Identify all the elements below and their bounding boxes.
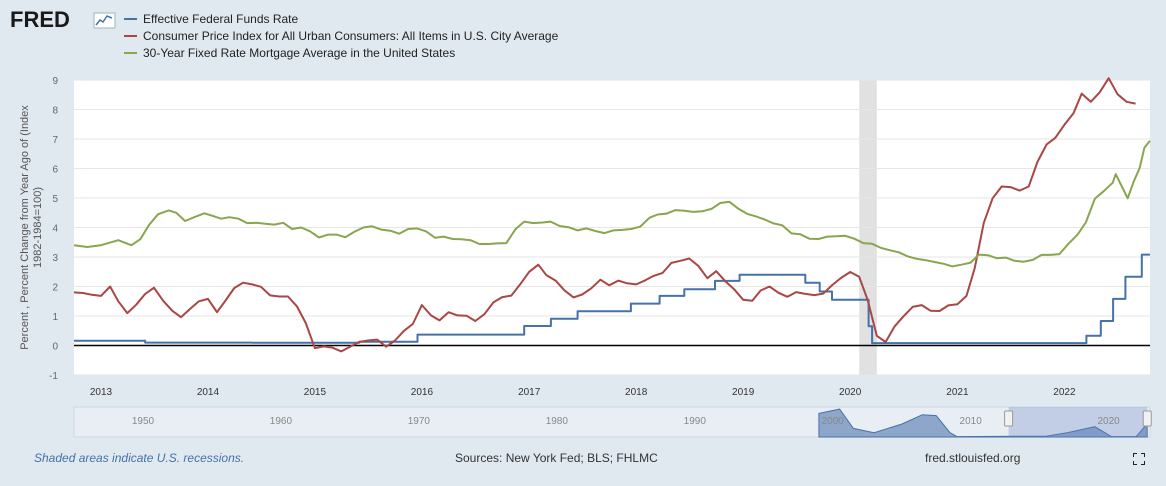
- y-tick-label: 5: [52, 194, 58, 205]
- legend-item-fedfunds[interactable]: Effective Federal Funds Rate: [124, 10, 558, 27]
- legend-item-mortgage[interactable]: 30-Year Fixed Rate Mortgage Average in t…: [124, 44, 558, 61]
- sources-text: Sources: New York Fed; BLS; FHLMC: [455, 451, 658, 465]
- x-tick-label: 2017: [518, 387, 541, 398]
- series-line-mortgage: [73, 140, 1151, 268]
- x-tick-label: 2020: [839, 387, 862, 398]
- legend-label-cpi: Consumer Price Index for All Urban Consu…: [143, 28, 559, 43]
- y-tick-label: 6: [52, 165, 58, 176]
- chart-area: -1 0 1 2 3 4 5 6 7 8 9 2013 2014 2015 2016 2017 2018 2019…: [19, 76, 1152, 438]
- legend-item-cpi[interactable]: Consumer Price Index for All Urban Consu…: [124, 27, 558, 44]
- legend-swatch-cpi: [124, 34, 137, 37]
- series-line-cpi: [73, 77, 1136, 353]
- x-tick-label: 2022: [1053, 387, 1076, 398]
- legend-swatch-mortgage: [124, 51, 137, 54]
- x-tick-label: 2014: [197, 387, 220, 398]
- legend-label-mortgage: 30-Year Fixed Rate Mortgage Average in t…: [143, 45, 456, 60]
- legend-label-fedfunds: Effective Federal Funds Rate: [143, 11, 299, 26]
- navigator-tick-label: 2010: [960, 416, 983, 427]
- x-tick-label: 2015: [304, 387, 327, 398]
- navigator-tick-label: 1990: [684, 416, 707, 427]
- navigator-tick-label: 1950: [132, 416, 155, 427]
- y-tick-label: 4: [52, 224, 58, 235]
- fred-logo: FRED: [10, 7, 116, 32]
- navigator-tick-label: 2000: [822, 416, 845, 427]
- y-tick-label: 7: [52, 135, 58, 146]
- recession-note: Shaded areas indicate U.S. recessions.: [34, 451, 245, 465]
- chart-legend: Effective Federal Funds Rate Consumer Pr…: [124, 10, 558, 61]
- fullscreen-icon[interactable]: [1133, 453, 1145, 465]
- y-tick-label: 1: [52, 312, 58, 323]
- site-link[interactable]: fred.stlouisfed.org: [925, 451, 1021, 465]
- x-tick-label: 2019: [732, 387, 755, 398]
- navigator-handle-left[interactable]: [1004, 410, 1014, 427]
- navigator-series-area: [818, 408, 1148, 438]
- x-tick-label: 2018: [625, 387, 648, 398]
- fred-logo-chart-icon: [93, 12, 116, 29]
- x-tick-label: 2016: [411, 387, 434, 398]
- navigator-tick-label: 1960: [270, 416, 293, 427]
- navigator-background: [73, 406, 1151, 438]
- y-tick-label: 0: [52, 342, 58, 353]
- y-tick-label: 8: [52, 106, 58, 117]
- y-tick-label: 3: [52, 253, 58, 264]
- y-tick-label: 9: [52, 76, 58, 87]
- navigator-handle-right[interactable]: [1142, 410, 1152, 427]
- legend-swatch-fedfunds: [124, 17, 137, 20]
- y-axis-label: Percent , Percent Change from Year Ago o…: [19, 105, 44, 350]
- series-line-fedfunds: [74, 253, 1150, 345]
- x-tick-label: 2013: [90, 387, 113, 398]
- x-tick-label: 2021: [946, 387, 969, 398]
- navigator-selection[interactable]: [1008, 407, 1148, 437]
- y-tick-label: 2: [52, 283, 58, 294]
- navigator-tick-label: 1970: [408, 416, 431, 427]
- y-tick-label: -1: [49, 371, 58, 382]
- navigator-tick-label: 2020: [1097, 416, 1120, 427]
- navigator-tick-label: 1980: [546, 416, 569, 427]
- fred-logo-text: FRED: [10, 7, 70, 32]
